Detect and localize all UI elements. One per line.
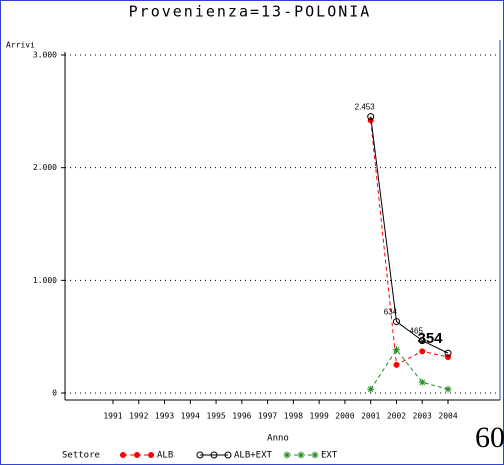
legend-label: EXT — [321, 451, 338, 461]
y-axis-label: Arrivi — [6, 41, 35, 50]
point — [392, 318, 400, 326]
x-tick-label: 2000 — [335, 412, 354, 421]
x-tick-label: 1998 — [284, 412, 303, 421]
point — [367, 385, 375, 393]
x-tick-label: 2002 — [387, 412, 406, 421]
data-label: 465 — [410, 327, 424, 336]
legend-label: ALB+EXT — [234, 451, 273, 461]
x-tick-label: 2004 — [438, 412, 457, 421]
annotation: 60 — [475, 421, 504, 454]
x-tick-label: 1991 — [103, 412, 122, 421]
point — [210, 451, 218, 459]
point — [392, 346, 400, 354]
x-tick-label: 1996 — [232, 412, 251, 421]
point — [418, 337, 426, 345]
x-tick-label: 1995 — [206, 412, 225, 421]
point — [196, 451, 204, 459]
point — [367, 113, 375, 121]
x-tick-label: 1997 — [258, 412, 277, 421]
y-tick-label: 3.000 — [33, 51, 57, 60]
data-label: 2.453 — [355, 103, 376, 112]
point — [444, 385, 452, 393]
x-tick-label: 1999 — [310, 412, 329, 421]
chart-title: Provenienza=13-POLONIA — [129, 3, 372, 21]
point — [148, 452, 154, 458]
data-label: 634 — [384, 308, 398, 317]
x-tick-label: 2003 — [413, 412, 432, 421]
y-tick-label: 2.000 — [33, 163, 57, 172]
data-label: 354 — [417, 330, 443, 347]
series-line — [370, 120, 449, 366]
point — [120, 452, 126, 458]
x-tick-label: 1994 — [181, 412, 200, 421]
y-tick-label: 1.000 — [33, 276, 57, 285]
x-tick-label: 1993 — [155, 412, 174, 421]
point — [134, 452, 140, 458]
point — [444, 349, 452, 357]
y-tick-label: 0 — [52, 389, 57, 398]
point — [311, 451, 319, 459]
legend-title: Settore — [62, 451, 100, 461]
point — [224, 451, 232, 459]
series-line — [370, 116, 449, 354]
point — [418, 378, 426, 386]
point — [297, 451, 305, 459]
x-axis-label: Anno — [267, 434, 289, 444]
series-line — [370, 348, 449, 390]
legend-label: ALB — [157, 451, 173, 461]
point — [393, 361, 400, 368]
x-tick-label: 2001 — [361, 412, 380, 421]
point — [419, 348, 426, 355]
x-tick-label: 1992 — [129, 412, 148, 421]
point — [283, 451, 291, 459]
